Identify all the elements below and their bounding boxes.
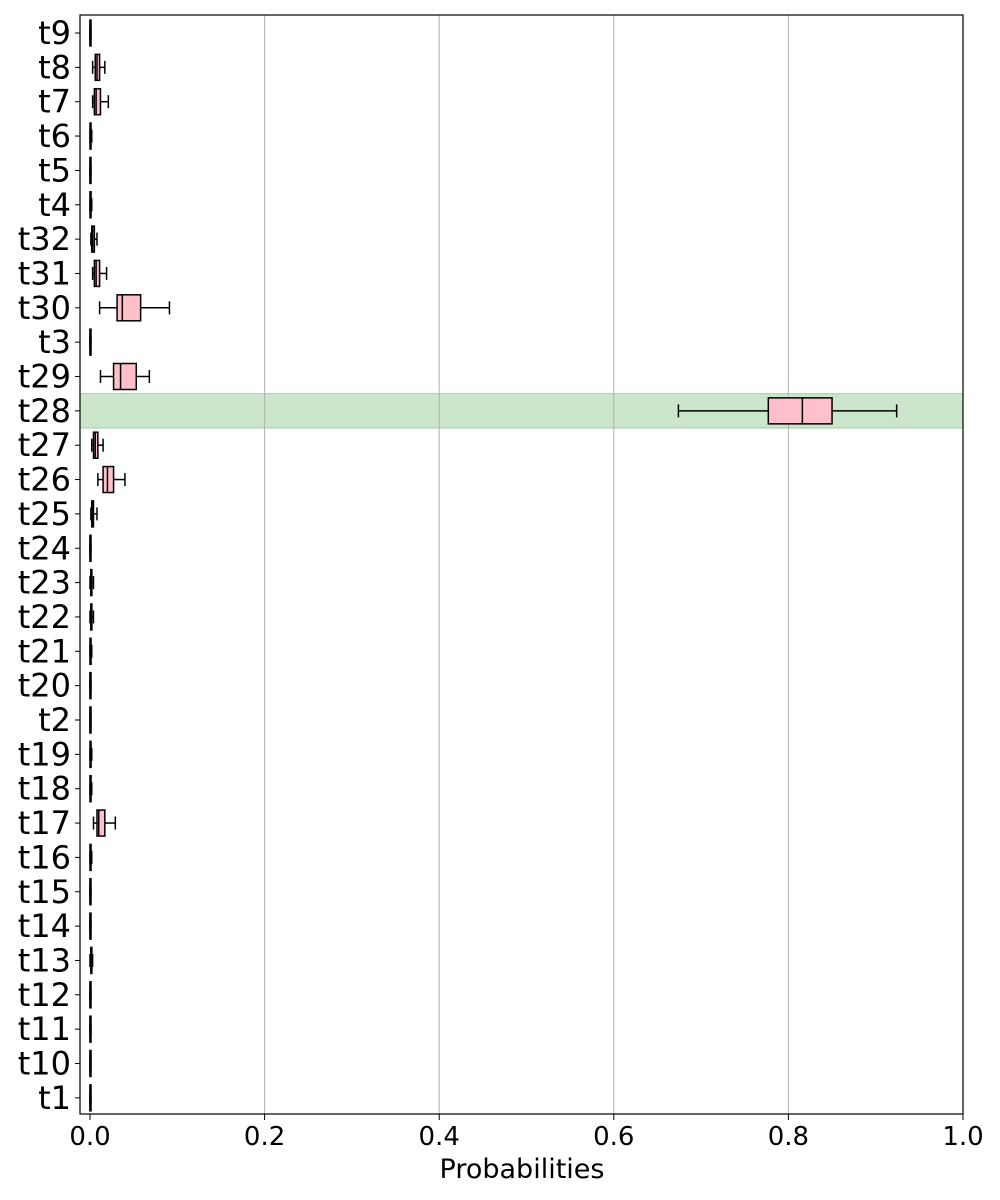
x-tick-label: 0.4 [419, 1122, 460, 1152]
box-t3 [89, 328, 92, 356]
x-tick-labels: 0.0 0.2 0.4 0.6 0.8 1.0 [69, 1114, 984, 1152]
box-t6 [89, 122, 93, 150]
box-t27 [90, 431, 104, 459]
box-t21 [89, 637, 93, 666]
y-tick-label-t19: t19 [18, 735, 71, 773]
box-t14 [89, 912, 92, 940]
box-t12 [89, 981, 92, 1009]
y-tick-label-t1: t1 [38, 1079, 71, 1117]
y-tick-label-t18: t18 [18, 770, 71, 808]
box-series [89, 19, 898, 1112]
box-t28 [677, 397, 898, 425]
y-tick-label-t4: t4 [38, 186, 71, 224]
box-body [93, 87, 102, 116]
y-tick-label-t31: t31 [18, 254, 71, 292]
y-tick-label-t16: t16 [18, 838, 71, 876]
y-tick-label-t17: t17 [18, 804, 71, 842]
y-tick-label-t22: t22 [18, 598, 71, 636]
y-tick-label-t5: t5 [38, 151, 71, 189]
box-t1 [89, 1084, 92, 1112]
box-t5 [89, 156, 92, 185]
y-tick-label-t32: t32 [18, 220, 71, 258]
y-tick-label-t26: t26 [18, 461, 71, 499]
box-body [112, 362, 138, 391]
x-tick-label: 0.0 [69, 1122, 110, 1152]
box-t10 [89, 1049, 92, 1078]
box-t32 [90, 225, 98, 253]
box-t25 [90, 500, 98, 528]
box-t30 [98, 294, 171, 322]
box-t2 [89, 706, 92, 734]
y-tick-label-t15: t15 [18, 873, 71, 911]
y-tick-label-t2: t2 [38, 701, 71, 739]
y-tick-label-t20: t20 [18, 667, 71, 705]
y-tick-label-t13: t13 [18, 941, 71, 979]
box-t16 [89, 843, 93, 872]
y-tick-label-t30: t30 [18, 289, 71, 327]
y-tick-label-t12: t12 [18, 976, 71, 1014]
y-tick-label-t24: t24 [18, 529, 71, 567]
box-t18 [89, 774, 93, 803]
y-tick-labels: t9t8t7t6t5t4t32t31t30t3t29t28t27t26t25t2… [18, 14, 80, 1117]
box-body [767, 397, 833, 425]
box-t9 [89, 19, 92, 47]
y-tick-label-t9: t9 [38, 14, 71, 52]
box-body [93, 259, 101, 288]
y-tick-label-t11: t11 [18, 1010, 71, 1048]
box-t4 [89, 191, 93, 219]
box-body [116, 294, 142, 322]
box-body [96, 809, 106, 837]
y-tick-label-t8: t8 [38, 48, 71, 86]
x-tick-label: 1.0 [942, 1122, 983, 1152]
plot-frame [79, 14, 964, 1115]
box-t20 [89, 671, 92, 700]
y-tick-label-t29: t29 [18, 358, 71, 396]
y-tick-label-t28: t28 [18, 392, 71, 430]
x-tick-label: 0.2 [244, 1122, 285, 1152]
box-t13 [89, 946, 94, 975]
box-t7 [91, 87, 110, 116]
box-t29 [99, 362, 151, 391]
box-t19 [89, 740, 93, 769]
y-tick-label-t10: t10 [18, 1045, 71, 1083]
y-tick-label-t3: t3 [38, 323, 71, 361]
x-tick-label: 0.8 [768, 1122, 809, 1152]
box-t15 [89, 878, 92, 906]
box-t24 [89, 534, 92, 562]
box-t11 [89, 1015, 92, 1043]
box-t8 [91, 53, 106, 82]
y-tick-label-t23: t23 [18, 564, 71, 602]
y-tick-label-t25: t25 [18, 495, 71, 533]
box-body [102, 465, 115, 494]
y-tick-label-t6: t6 [38, 117, 71, 155]
box-t26 [97, 465, 126, 494]
grid-lines [264, 15, 789, 1114]
box-t22 [89, 603, 95, 631]
box-t17 [92, 809, 117, 837]
y-tick-label-t7: t7 [38, 83, 71, 121]
box-t23 [89, 568, 95, 597]
x-tick-label: 0.6 [593, 1122, 634, 1152]
box-t31 [91, 259, 108, 288]
y-tick-label-t14: t14 [18, 907, 71, 945]
x-axis-label: Probabilities [440, 1154, 605, 1185]
y-tick-label-t21: t21 [18, 632, 71, 670]
y-tick-label-t27: t27 [18, 426, 71, 464]
